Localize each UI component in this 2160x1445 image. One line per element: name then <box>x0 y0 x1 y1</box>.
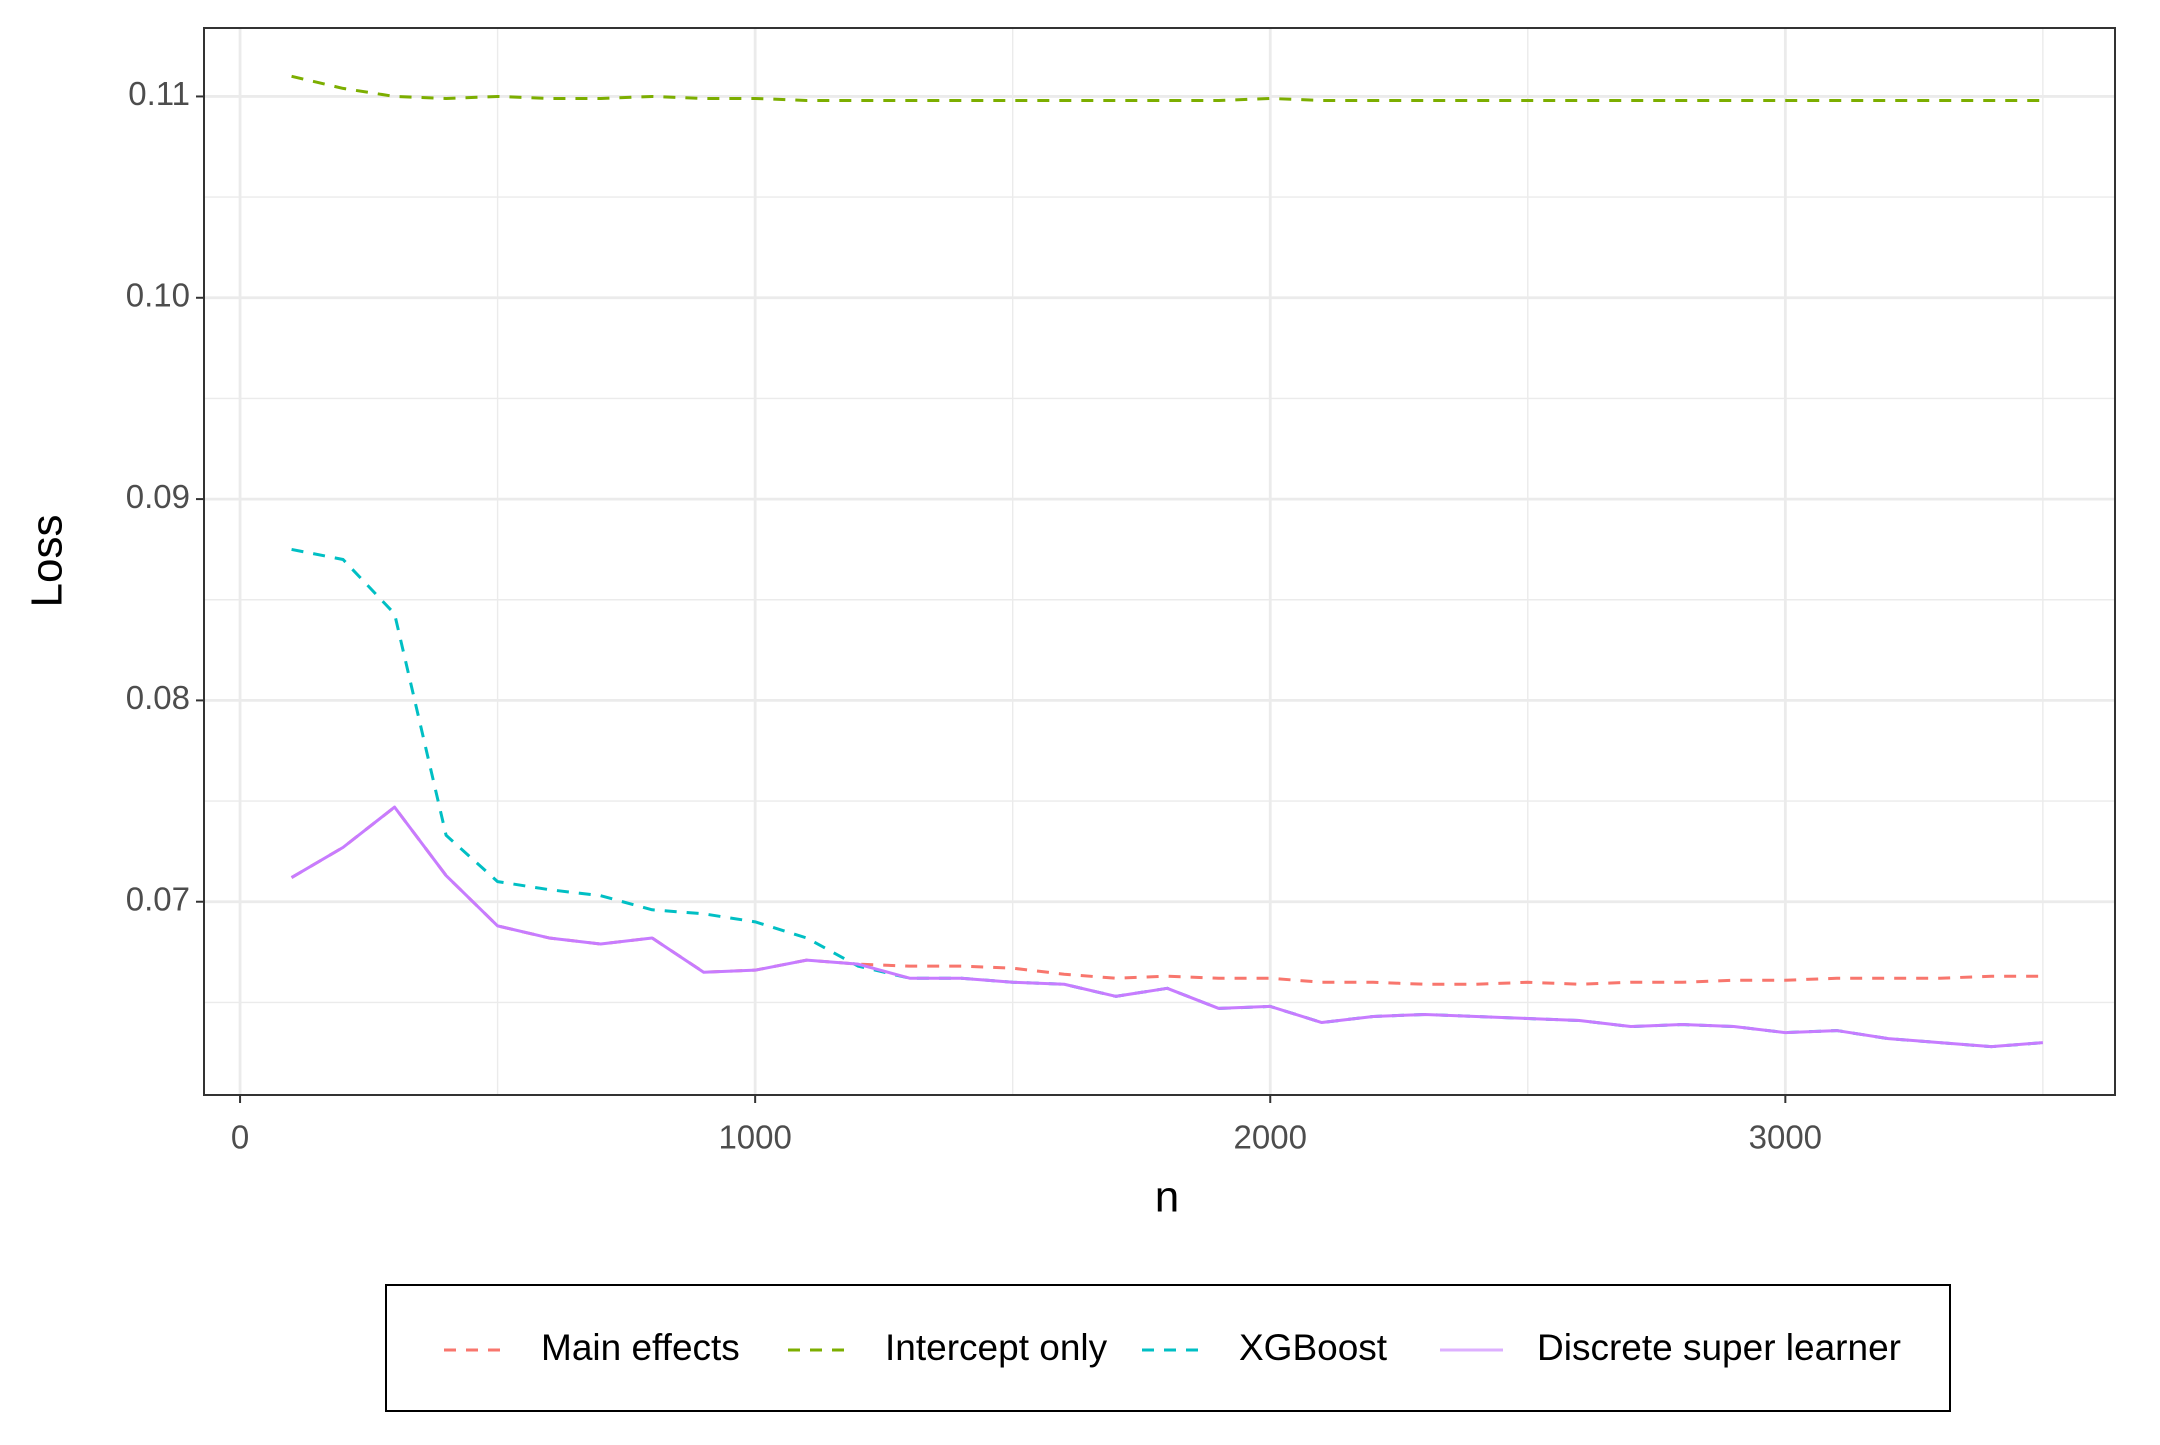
x-tick-label: 1000 <box>718 1119 791 1156</box>
series-line <box>290 805 2044 1049</box>
x-tick-label: 2000 <box>1234 1119 1307 1156</box>
legend-label: Discrete super learner <box>1537 1327 1901 1368</box>
x-axis-title: n <box>1155 1173 1179 1222</box>
legend-label: Main effects <box>541 1327 740 1368</box>
x-tick-label: 3000 <box>1749 1119 1822 1156</box>
series-line <box>290 805 2043 986</box>
y-tick-label: 0.07 <box>126 880 190 917</box>
series-line <box>291 74 2043 102</box>
legend-label: XGBoost <box>1239 1327 1388 1368</box>
legend: Main effects Intercept only XGBoost Discret… <box>444 1327 1901 1368</box>
legend-box <box>385 1284 1951 1412</box>
y-axis-title: Loss <box>23 515 72 608</box>
y-tick-label: 0.08 <box>126 679 190 716</box>
y-tick-label: 0.10 <box>126 276 190 313</box>
x-tick-label: 0 <box>231 1119 249 1156</box>
grid <box>204 28 2115 1095</box>
lines <box>290 74 2044 1049</box>
y-tick-label: 0.09 <box>126 478 190 515</box>
panel-border <box>203 27 2116 1096</box>
y-tick-label: 0.11 <box>128 75 190 112</box>
legend-label: Intercept only <box>885 1327 1108 1368</box>
